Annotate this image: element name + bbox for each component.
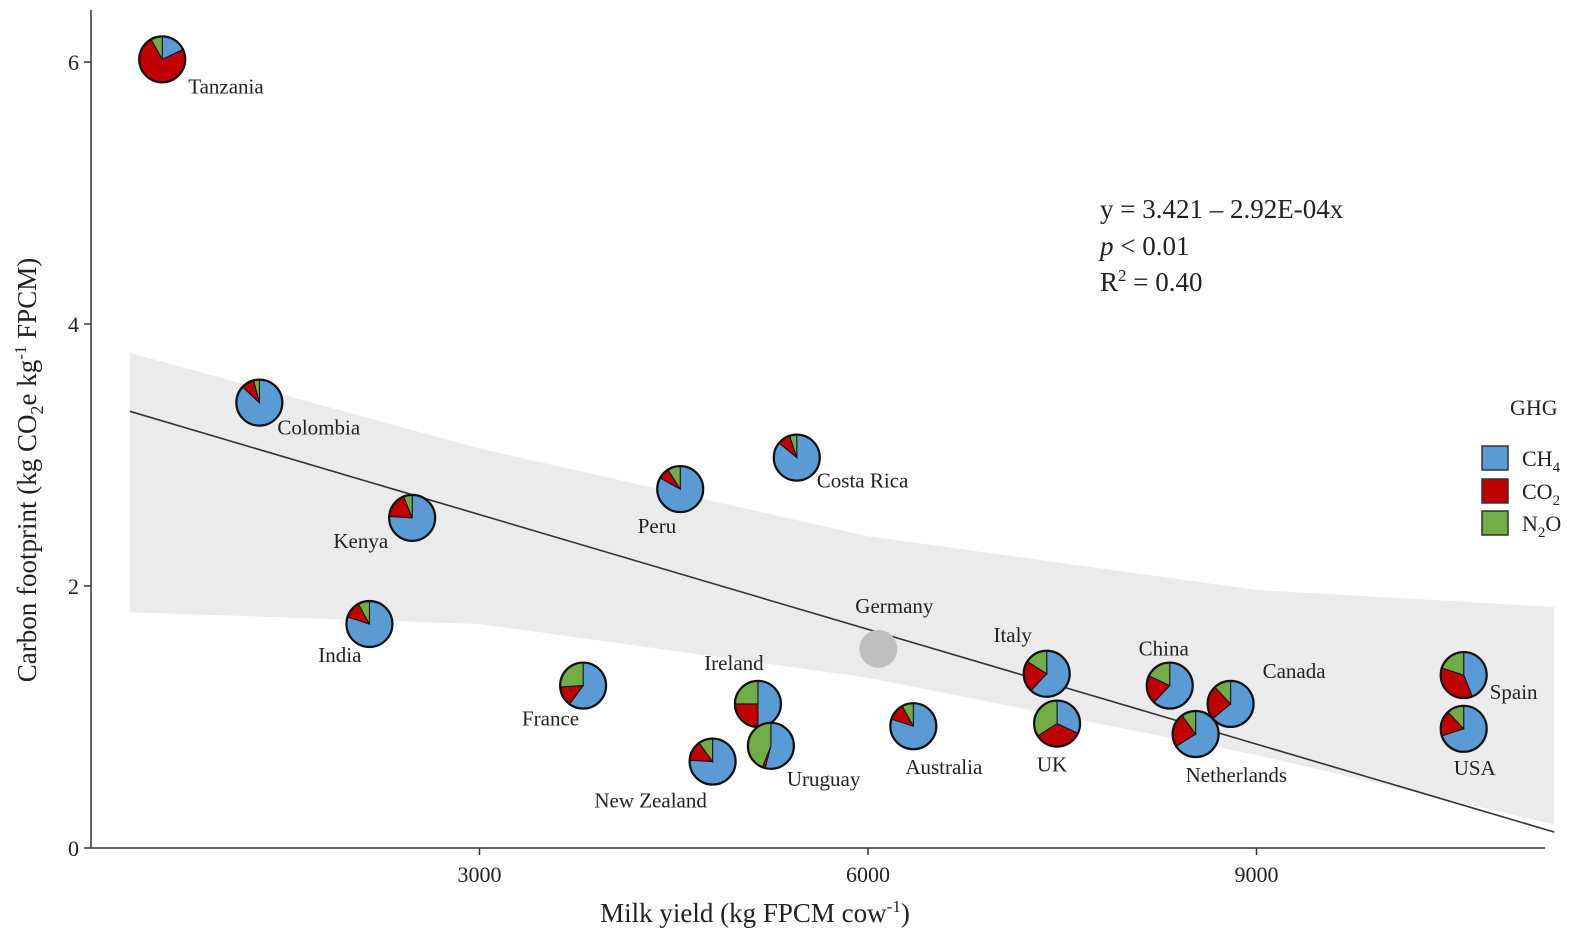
pie-outline <box>138 35 187 84</box>
point-netherlands <box>1171 709 1220 759</box>
point-china <box>1145 661 1194 710</box>
legend-item-co2: CO2 <box>1481 478 1560 509</box>
point-australia <box>889 702 938 751</box>
pie-slice-ch4 <box>757 680 782 728</box>
x-axis-ticks: 3000 6000 9000 <box>458 848 1279 887</box>
confidence-band-area <box>129 352 1555 825</box>
label-germany: Germany <box>855 594 934 618</box>
point-uruguay <box>746 721 795 770</box>
y-axis: 0 2 4 6 <box>68 10 92 861</box>
legend-label-ch4: CH4 <box>1522 446 1561 476</box>
y-axis-title: Carbon footprint (kg CO2e kg-1 FPCM) <box>11 258 47 682</box>
regression-line-path <box>129 410 1555 833</box>
p-value-line: p < 0.01 <box>1098 231 1189 261</box>
point-colombia <box>235 378 284 427</box>
legend-title: GHG <box>1510 395 1558 420</box>
point-costa-rica <box>772 433 821 482</box>
country-labels: Tanzania Colombia Kenya India France Peru Cost… <box>188 74 1538 812</box>
label-colombia: Colombia <box>277 416 361 440</box>
label-china: China <box>1139 637 1190 661</box>
point-ireland <box>733 679 783 729</box>
pie-outline <box>746 721 795 770</box>
label-france: France <box>522 707 579 731</box>
point-new-zealand <box>688 737 737 786</box>
point-france <box>558 661 608 710</box>
point-usa <box>1439 704 1488 753</box>
y-tick-label: 0 <box>68 836 79 861</box>
x-tick-label: 6000 <box>846 862 890 887</box>
pie-outline <box>1022 649 1071 698</box>
legend-swatch-ch4 <box>1481 445 1509 471</box>
confidence-band <box>129 352 1555 825</box>
pie-outline <box>1439 704 1488 753</box>
point-kenya <box>388 493 437 542</box>
label-tanzania: Tanzania <box>188 74 264 98</box>
pie-outline <box>558 661 608 710</box>
equation-line: y = 3.421 – 2.92E-04x <box>1100 194 1344 224</box>
y-axis-ticks: 0 2 4 6 <box>68 50 91 861</box>
point-india <box>345 599 394 649</box>
y-tick-label: 6 <box>68 50 79 75</box>
legend-item-ch4: CH4 <box>1481 445 1561 476</box>
pie-outline <box>345 599 394 649</box>
r-squared-line: R2 = 0.40 <box>1100 266 1203 297</box>
legend-label-n2o: N2O <box>1522 511 1561 541</box>
pie-outline <box>772 433 821 482</box>
point-tanzania <box>138 35 187 84</box>
point-uk <box>1032 699 1082 748</box>
label-new-zealand: New Zealand <box>594 789 707 813</box>
label-netherlands: Netherlands <box>1186 763 1287 787</box>
label-usa: USA <box>1454 756 1497 780</box>
legend-label-co2: CO2 <box>1522 479 1560 509</box>
x-tick-label: 3000 <box>458 862 502 887</box>
point-spain <box>1439 650 1488 700</box>
label-kenya: Kenya <box>333 529 388 553</box>
label-uk: UK <box>1037 753 1067 777</box>
label-ireland: Ireland <box>704 651 764 675</box>
point-germany <box>859 629 898 668</box>
label-canada: Canada <box>1263 659 1327 683</box>
pie-outline <box>388 493 437 542</box>
label-spain: Spain <box>1490 680 1538 704</box>
pie-outline <box>688 737 737 786</box>
y-tick-label: 2 <box>68 574 79 599</box>
point-peru <box>656 464 705 514</box>
legend-swatch-n2o <box>1481 510 1509 536</box>
regression-line <box>129 410 1555 833</box>
legend-swatch-co2 <box>1481 478 1509 504</box>
x-axis-title: Milk yield (kg FPCM cow-1) <box>600 897 910 928</box>
pie-outline <box>1206 679 1255 729</box>
data-points <box>138 35 1488 786</box>
label-uruguay: Uruguay <box>787 767 861 791</box>
point-marker <box>859 629 898 668</box>
label-costa-rica: Costa Rica <box>817 469 909 493</box>
pie-outline <box>656 464 705 514</box>
label-australia: Australia <box>905 755 983 779</box>
pie-outline <box>1145 661 1194 710</box>
x-tick-label: 9000 <box>1235 862 1279 887</box>
label-peru: Peru <box>638 514 677 538</box>
y-tick-label: 4 <box>68 312 79 337</box>
regression-equation: y = 3.421 – 2.92E-04x p < 0.01 R2 = 0.40 <box>1098 194 1344 297</box>
pie-outline <box>1032 699 1082 748</box>
pie-outline <box>1171 709 1220 759</box>
point-italy <box>1022 649 1071 698</box>
label-italy: Italy <box>993 623 1032 647</box>
pie-outline <box>889 702 938 751</box>
legend: GHG CH4 CO2 N2O <box>1481 395 1561 541</box>
label-india: India <box>318 643 362 667</box>
x-axis: 3000 6000 9000 <box>91 847 1545 887</box>
legend-item-n2o: N2O <box>1481 510 1561 541</box>
point-canada <box>1206 679 1255 729</box>
pie-outline <box>1439 650 1488 700</box>
pie-outline <box>235 378 284 427</box>
